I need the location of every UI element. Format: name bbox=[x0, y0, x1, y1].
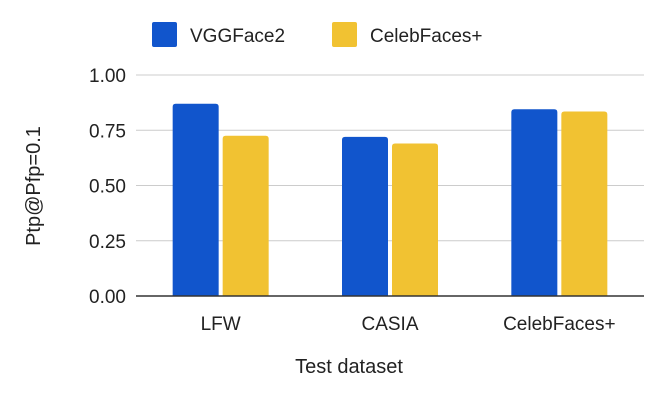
x-tick-label: LFW bbox=[201, 314, 241, 335]
bar-celebfaces-lfw bbox=[222, 135, 269, 296]
bar-vggface2-casia bbox=[342, 136, 388, 296]
x-axis-title: Test dataset bbox=[295, 356, 403, 378]
y-axis-title: Ptp@Pfp=0.1 bbox=[23, 126, 45, 246]
bars bbox=[172, 103, 608, 296]
gridlines bbox=[136, 74, 644, 242]
bar-vggface2-lfw bbox=[172, 103, 219, 296]
y-axis-ticks: 0.00 0.25 0.50 0.75 1.00 bbox=[89, 66, 126, 308]
bar-celebfaces-casia bbox=[392, 143, 438, 296]
legend-swatch-celebfaces bbox=[332, 22, 357, 47]
legend-label-vggface2: VGGFace2 bbox=[190, 26, 285, 47]
legend: VGGFace2 CelebFaces+ bbox=[152, 22, 482, 47]
y-tick-label: 0.50 bbox=[89, 177, 126, 198]
legend-label-celebfaces: CelebFaces+ bbox=[370, 26, 482, 47]
x-axis-labels: LFW CASIA CelebFaces+ bbox=[201, 314, 616, 335]
x-tick-label: CelebFaces+ bbox=[503, 314, 615, 335]
y-tick-label: 0.25 bbox=[89, 232, 126, 253]
bar-celebfaces-celebfaces bbox=[561, 111, 608, 296]
y-tick-label: 0.75 bbox=[89, 121, 126, 142]
y-tick-label: 1.00 bbox=[89, 66, 126, 87]
legend-swatch-vggface2 bbox=[152, 22, 177, 47]
y-tick-label: 0.00 bbox=[89, 287, 126, 308]
bar-vggface2-celebfaces bbox=[511, 109, 558, 296]
x-tick-label: CASIA bbox=[361, 314, 418, 335]
